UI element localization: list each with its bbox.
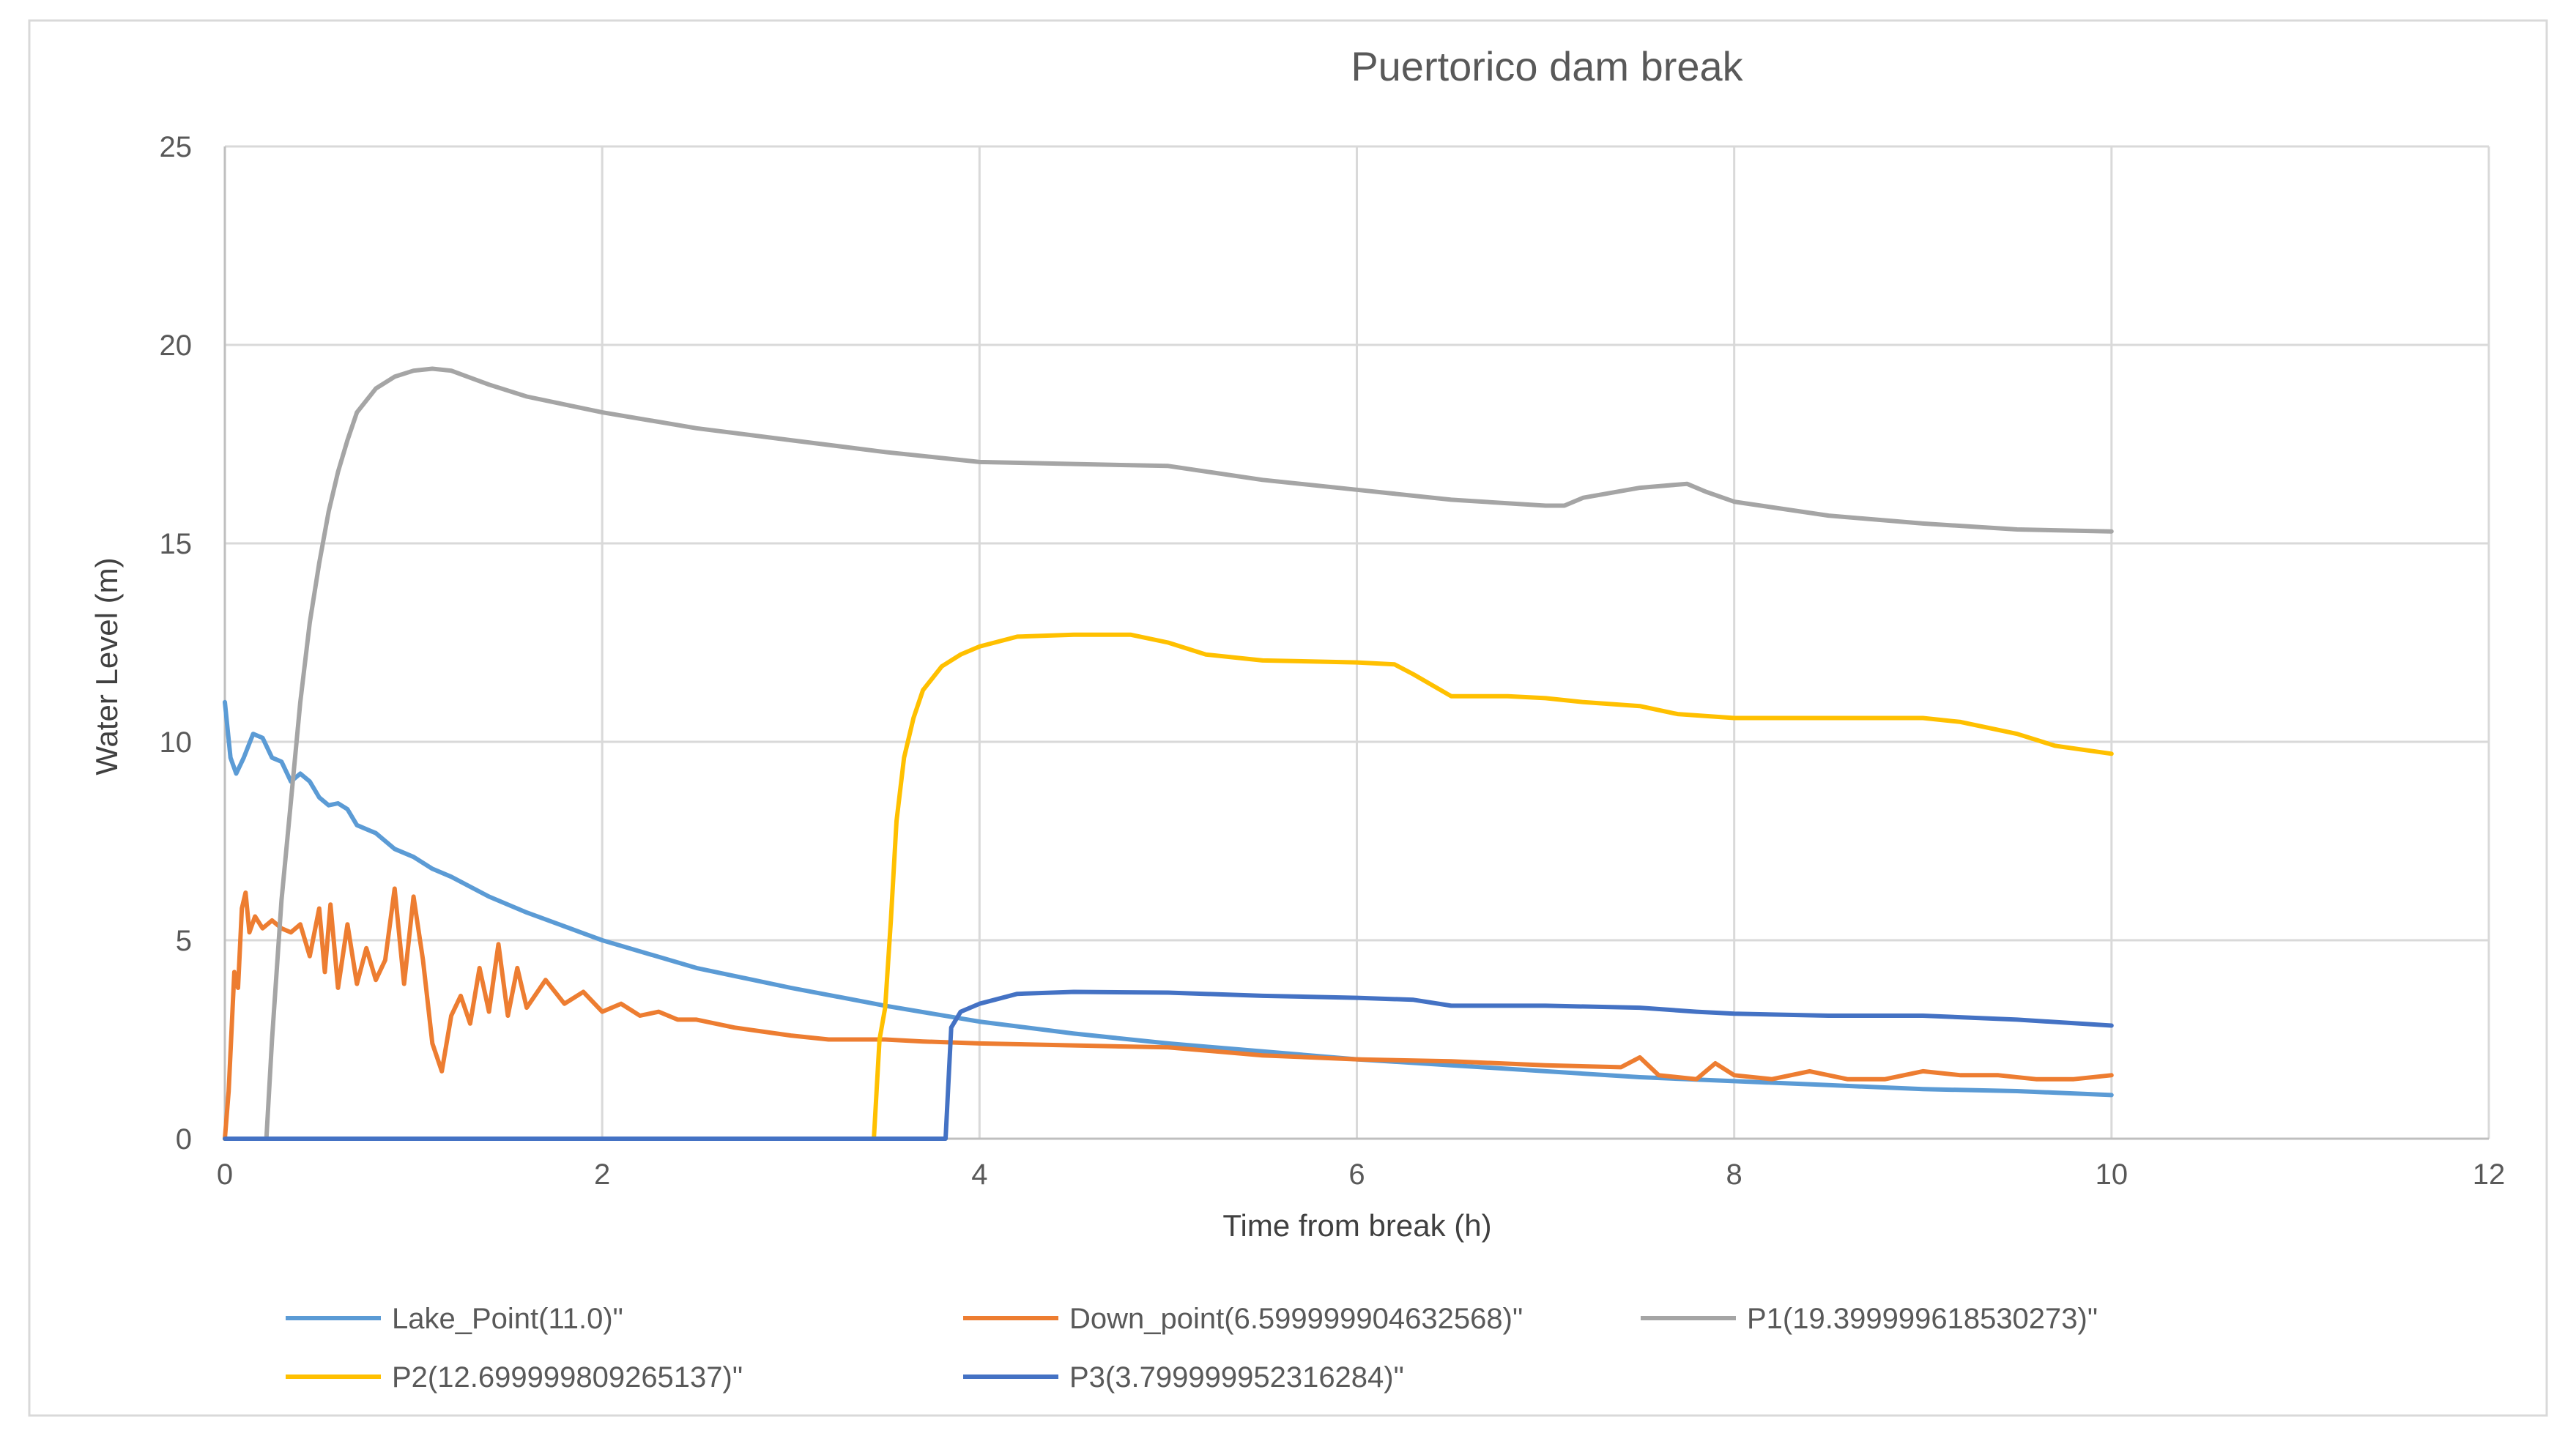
chart-title: Puertorico dam break xyxy=(1351,43,1743,89)
series-line-4 xyxy=(223,632,2114,1141)
legend-item-3: P1(19.399999618530273)" xyxy=(1641,1303,2098,1335)
legend: Lake_Point(11.0)" Down_point(6.5999999046… xyxy=(286,1303,2098,1394)
series-line-5 xyxy=(223,989,2114,1141)
legend-label: Lake_Point(11.0)" xyxy=(392,1303,623,1335)
y-tick-label: 10 xyxy=(160,726,193,759)
y-tick-label: 25 xyxy=(160,131,193,163)
x-tick-label: 0 xyxy=(217,1158,233,1191)
chart-frame xyxy=(28,19,2548,1417)
y-tick-label: 15 xyxy=(160,528,193,560)
legend-label: P1(19.399999618530273)" xyxy=(1747,1303,2098,1335)
x-axis-title: Time from break (h) xyxy=(1222,1208,1491,1243)
legend-label: Down_point(6.599999904632568)" xyxy=(1069,1303,1523,1335)
x-tick-label: 8 xyxy=(1726,1158,1742,1191)
y-tick-label: 0 xyxy=(176,1123,192,1156)
series-lines xyxy=(223,366,2114,1141)
y-tick-label: 5 xyxy=(176,925,192,957)
y-tick-label: 20 xyxy=(160,330,193,362)
x-tick-label: 12 xyxy=(2473,1158,2506,1191)
x-tick-label: 2 xyxy=(594,1158,610,1191)
axes: 0 5 10 15 20 25 0 2 4 6 8 10 12 xyxy=(160,131,2506,1191)
series-line-1 xyxy=(223,699,2114,1098)
legend-label: P3(3.799999952316284)" xyxy=(1069,1361,1404,1394)
legend-item-5: P3(3.799999952316284)" xyxy=(963,1361,1404,1394)
series-line-3 xyxy=(264,366,2114,1141)
legend-item-4: P2(12.699999809265137)" xyxy=(286,1361,743,1394)
legend-item-1: Lake_Point(11.0)" xyxy=(286,1303,623,1335)
legend-label: P2(12.699999809265137)" xyxy=(392,1361,743,1394)
legend-item-2: Down_point(6.599999904632568)" xyxy=(963,1303,1523,1335)
x-tick-label: 10 xyxy=(2096,1158,2128,1191)
y-axis-title: Water Level (m) xyxy=(89,557,124,775)
series-line-2 xyxy=(223,886,2114,1141)
x-tick-label: 4 xyxy=(971,1158,987,1191)
x-tick-label: 6 xyxy=(1348,1158,1365,1191)
gridlines xyxy=(225,145,2490,1139)
